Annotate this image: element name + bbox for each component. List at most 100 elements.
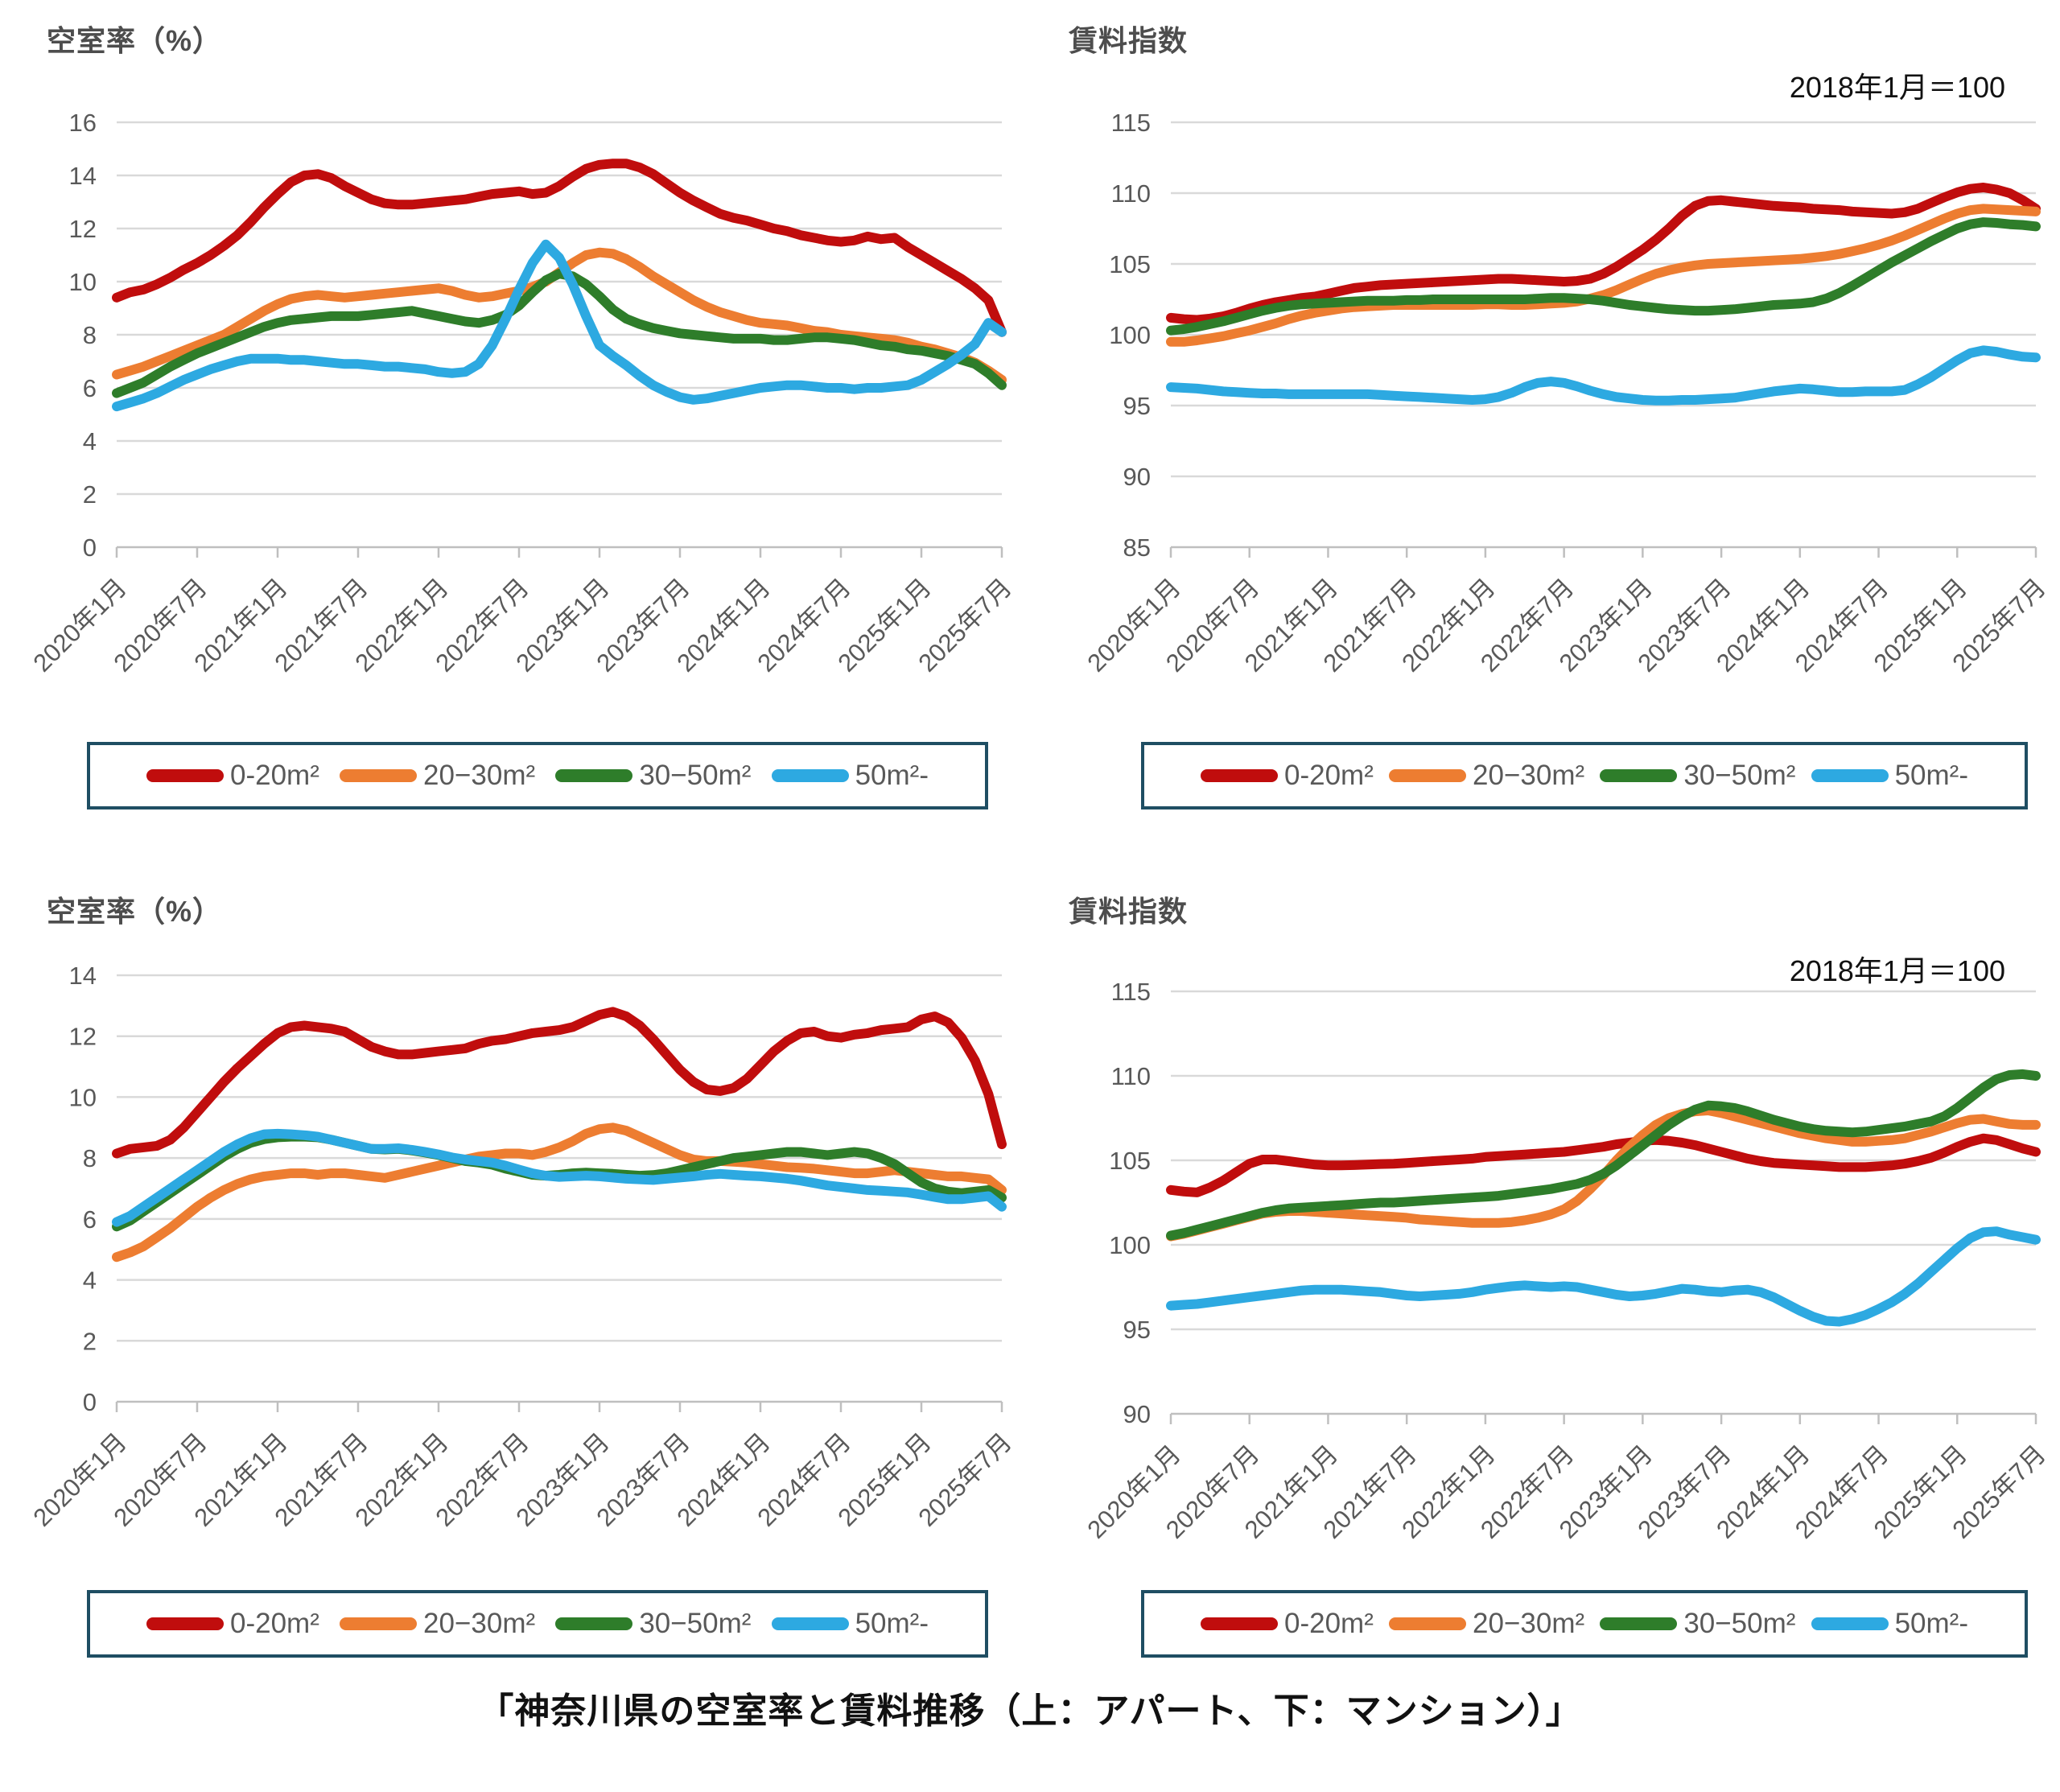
legend-swatch-icon — [771, 769, 849, 782]
chart-mansion-vacancy: 141210864202020年1月2020年7月2021年1月2021年7月2… — [27, 962, 1017, 1532]
y-tick-label: 4 — [83, 427, 97, 455]
legend-label: 0-20m² — [1284, 1608, 1374, 1639]
legend-box-mansion-vacancy: 0-20m² 20−30m² 30−50m² 50m²- — [87, 1590, 988, 1658]
y-tick-label: 0 — [83, 1388, 97, 1416]
legend-swatch-icon — [1389, 769, 1467, 782]
y-tick-label: 6 — [83, 374, 97, 402]
chart-title-apartment-vacancy: 空室率（%） — [47, 24, 223, 57]
legend-item-50m²-: 50m²- — [771, 1608, 929, 1640]
caption: 「神奈川県の空室率と賃料推移（上：アパート、下：マンション）」 — [478, 1691, 1582, 1731]
series-line-50m²- — [1166, 345, 2041, 406]
legend-item-30−50m²: 30−50m² — [1600, 760, 1795, 792]
y-tick-label: 16 — [69, 109, 97, 137]
legend-box-apartment-rent: 0-20m² 20−30m² 30−50m² 50m²- — [1141, 742, 2028, 809]
series-line-50m²- — [112, 1128, 1007, 1227]
series-line-30−50m² — [1166, 217, 2041, 336]
legend-label: 0-20m² — [230, 760, 319, 791]
legend-item-0-20m²: 0-20m² — [146, 760, 319, 792]
legend-label: 20−30m² — [423, 760, 536, 791]
series-line-50m²- — [112, 239, 1007, 412]
legend-label: 20−30m² — [423, 1608, 536, 1639]
series-line-50m²- — [1166, 1226, 2041, 1327]
legend-swatch-icon — [771, 1617, 849, 1630]
legend-item-50m²-: 50m²- — [1811, 1608, 1968, 1640]
legend-box-mansion-rent: 0-20m² 20−30m² 30−50m² 50m²- — [1141, 1590, 2028, 1658]
chart-apartment-rent-index: 1151101051009590852020年1月2020年7月2021年1月2… — [1082, 109, 2051, 678]
y-tick-label: 115 — [1111, 978, 1151, 1006]
series-line-30−50m² — [112, 269, 1007, 398]
y-tick-label: 10 — [69, 268, 97, 296]
legend-item-0-20m²: 0-20m² — [1201, 760, 1374, 792]
chart-title-apartment-rent-index: 賃料指数 — [1069, 24, 1189, 57]
legend-swatch-icon — [555, 769, 633, 782]
y-tick-label: 2 — [83, 480, 97, 509]
legend-swatch-icon — [1600, 769, 1678, 782]
y-tick-label: 8 — [83, 1144, 97, 1172]
series-line-0-20m² — [112, 159, 1007, 337]
series-line-20−30m² — [112, 1123, 1007, 1263]
y-tick-label: 105 — [1109, 250, 1151, 278]
series-line-0-20m² — [1166, 183, 2041, 325]
chart-subtitle-apartment-rent-base: 2018年1月＝100 — [1789, 71, 2005, 104]
legend-item-20−30m²: 20−30m² — [1389, 1608, 1584, 1640]
legend-label: 50m²- — [1894, 1608, 1968, 1639]
y-tick-label: 0 — [83, 533, 97, 562]
y-tick-label: 12 — [69, 215, 97, 243]
y-tick-label: 105 — [1109, 1147, 1151, 1175]
y-tick-label: 95 — [1123, 392, 1151, 420]
legend-item-50m²-: 50m²- — [1811, 760, 1968, 792]
y-tick-label: 12 — [69, 1023, 97, 1051]
chart-mansion-rent-index: 11511010510095902020年1月2020年7月2021年1月202… — [1082, 978, 2051, 1544]
series-line-0-20m² — [112, 1007, 1007, 1159]
y-tick-label: 8 — [83, 321, 97, 349]
y-tick-label: 115 — [1111, 109, 1151, 137]
legend-label: 20−30m² — [1473, 1608, 1585, 1639]
legend-label: 50m²- — [1894, 760, 1968, 791]
legend-item-30−50m²: 30−50m² — [555, 1608, 751, 1640]
series-line-0-20m² — [1166, 1133, 2041, 1197]
legend-label: 20−30m² — [1473, 760, 1585, 791]
y-tick-label: 90 — [1123, 1400, 1151, 1428]
y-tick-label: 14 — [69, 162, 97, 190]
legend-label: 30−50m² — [639, 760, 752, 791]
legend-swatch-icon — [1389, 1617, 1467, 1630]
legend-label: 30−50m² — [639, 1608, 752, 1639]
legend-item-20−30m²: 20−30m² — [1389, 760, 1584, 792]
chart-title-mansion-rent-index: 賃料指数 — [1069, 895, 1189, 928]
legend-swatch-icon — [1600, 1617, 1678, 1630]
legend-label: 30−50m² — [1683, 1608, 1796, 1639]
legend-swatch-icon — [146, 1617, 224, 1630]
legend-label: 50m²- — [855, 760, 929, 791]
y-tick-label: 14 — [69, 962, 97, 990]
legend-swatch-icon — [1811, 769, 1889, 782]
legend-label: 30−50m² — [1683, 760, 1796, 791]
legend-swatch-icon — [340, 769, 418, 782]
chart-subtitle-mansion-rent-base: 2018年1月＝100 — [1789, 954, 2005, 987]
series-line-20−30m² — [1166, 204, 2041, 347]
y-tick-label: 6 — [83, 1205, 97, 1234]
legend-swatch-icon — [1201, 769, 1278, 782]
y-tick-label: 110 — [1111, 179, 1151, 208]
legend-item-30−50m²: 30−50m² — [1600, 1608, 1795, 1640]
legend-label: 0-20m² — [1284, 760, 1374, 791]
y-tick-label: 90 — [1123, 463, 1151, 491]
legend-item-20−30m²: 20−30m² — [340, 760, 535, 792]
y-tick-label: 4 — [83, 1267, 97, 1295]
y-tick-label: 95 — [1123, 1316, 1151, 1344]
y-tick-label: 10 — [69, 1083, 97, 1111]
legend-swatch-icon — [340, 1617, 418, 1630]
legend-box-apartment-vacancy: 0-20m² 20−30m² 30−50m² 50m²- — [87, 742, 988, 809]
legend-item-20−30m²: 20−30m² — [340, 1608, 535, 1640]
series-line-30−50m² — [1166, 1069, 2041, 1241]
legend-item-30−50m²: 30−50m² — [555, 760, 751, 792]
y-tick-label: 100 — [1109, 321, 1151, 349]
legend-label: 0-20m² — [230, 1608, 319, 1639]
y-tick-label: 85 — [1123, 533, 1151, 562]
chart-apartment-vacancy: 16141210864202020年1月2020年7月2021年1月2021年7… — [27, 109, 1017, 678]
legend-item-0-20m²: 0-20m² — [1201, 1608, 1374, 1640]
y-tick-label: 2 — [83, 1327, 97, 1355]
legend-swatch-icon — [555, 1617, 633, 1630]
legend-swatch-icon — [1811, 1617, 1889, 1630]
